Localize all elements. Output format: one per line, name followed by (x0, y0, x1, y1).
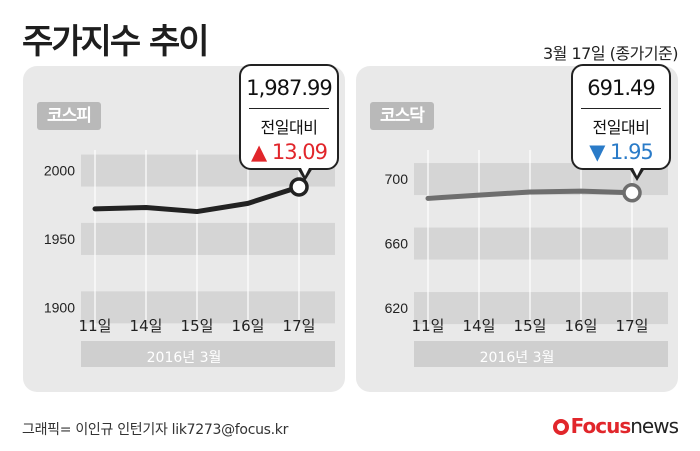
kospi-panel: 코스피 1900 1950 2000 11일 14일 15일 16일 17일 2016년 3월… (23, 64, 345, 392)
kosdaq-change-value: 1.95 (610, 140, 654, 164)
kosdaq-value: 691.49 (587, 76, 655, 100)
x-axis-band (414, 341, 668, 367)
y-tick-label: 620 (385, 300, 409, 316)
callout-pointer (629, 166, 645, 181)
down-triangle-icon: ▼ (589, 140, 605, 164)
focusnews-logo: Focusnews (552, 414, 679, 438)
callout-pointer (297, 166, 313, 181)
x-tick-label: 11일 (412, 317, 445, 335)
kospi-change-value: 13.09 (271, 140, 328, 164)
kospi-change-label: 전일대비 (260, 118, 318, 137)
x-axis-band (81, 341, 335, 367)
series-line (92, 184, 302, 215)
page-title: 주가지수 추이 (22, 22, 210, 62)
kospi-xlabel: 2016년 3월 (146, 350, 222, 366)
x-tick-label: 14일 (463, 317, 496, 335)
x-tick-label: 15일 (181, 317, 214, 335)
x-tick-label: 11일 (79, 317, 112, 335)
y-tick-label: 660 (385, 236, 409, 252)
grid-band (414, 292, 668, 325)
y-tick-label: 2000 (44, 163, 75, 179)
logo-icon (552, 419, 569, 435)
kospi-label: 코스피 (37, 102, 101, 130)
y-tick-label: 1950 (44, 231, 75, 247)
x-tick-label: 16일 (232, 317, 265, 335)
kosdaq-panel: 코스닥 620 660 700 11일 14일 15일 16일 17일 2016년 3월 69… (356, 64, 678, 392)
series-line (425, 188, 635, 201)
grid-band (414, 227, 668, 260)
x-tick-label: 15일 (514, 317, 547, 335)
date-note: 3월 17일 (종가기준) (542, 44, 679, 63)
grid-band (81, 222, 335, 255)
end-point-marker (289, 177, 309, 197)
kospi-callout: 1,987.99 전일대비 ▲ 13.09 (239, 64, 339, 181)
x-tick-label: 17일 (616, 317, 649, 335)
x-tick-label: 16일 (565, 317, 598, 335)
kosdaq-change: ▼ 1.95 (573, 140, 669, 164)
kosdaq-change-label: 전일대비 (592, 118, 650, 137)
callout-divider (581, 108, 661, 109)
kosdaq-chart: 620 660 700 11일 14일 15일 16일 17일 (385, 150, 668, 367)
up-triangle-icon: ▲ (251, 140, 267, 164)
credit-line: 그래픽= 이인규 인턴기자 lik7273@focus.kr (22, 422, 289, 438)
x-tick-label: 14일 (130, 317, 163, 335)
callout-divider (249, 108, 329, 109)
y-tick-label: 1900 (44, 299, 75, 315)
x-tick-label: 17일 (283, 317, 316, 335)
kosdaq-xlabel: 2016년 3월 (479, 350, 555, 366)
kosdaq-callout: 691.49 전일대비 ▼ 1.95 (571, 64, 671, 181)
kospi-change: ▲ 13.09 (241, 140, 337, 164)
end-point-marker (622, 183, 642, 203)
kosdaq-label: 코스닥 (370, 102, 434, 130)
y-tick-label: 700 (385, 171, 409, 187)
grid-band (81, 291, 335, 324)
kospi-value: 1,987.99 (246, 76, 333, 100)
